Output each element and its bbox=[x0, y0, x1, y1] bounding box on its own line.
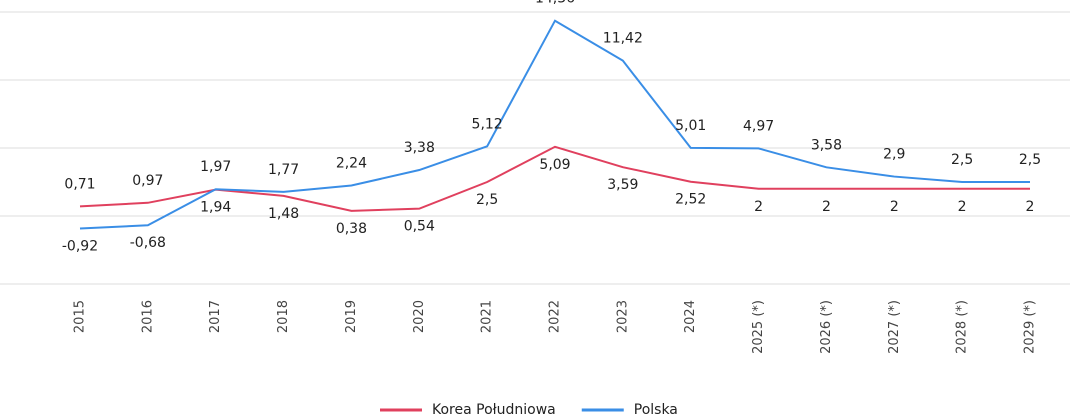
data-label: 1,48 bbox=[268, 206, 299, 222]
x-tick-label: 2019 bbox=[344, 300, 359, 333]
x-tick-label: 2018 bbox=[276, 300, 291, 333]
x-tick-label: 2020 bbox=[412, 300, 427, 333]
data-label: 2 bbox=[1026, 199, 1035, 215]
data-label: 4,97 bbox=[743, 118, 774, 134]
data-label: -0,92 bbox=[62, 239, 98, 255]
x-tick-label: 2017 bbox=[208, 300, 223, 333]
data-label: 0,38 bbox=[336, 221, 367, 237]
x-tick-label: 2016 bbox=[140, 300, 155, 333]
legend-label: Korea Południowa bbox=[432, 402, 556, 418]
data-label: 5,01 bbox=[675, 118, 706, 134]
data-label: 2 bbox=[754, 199, 763, 215]
x-tick-label: 2027 (*) bbox=[887, 300, 902, 354]
data-label: 5,12 bbox=[472, 116, 503, 132]
data-label: 2,5 bbox=[951, 152, 973, 168]
data-label: 1,77 bbox=[268, 162, 299, 178]
data-label: 2 bbox=[822, 199, 831, 215]
legend-label: Polska bbox=[634, 402, 678, 418]
data-label: 1,94 bbox=[200, 200, 231, 216]
data-label: -0,68 bbox=[130, 235, 166, 251]
x-tick-label: 2021 bbox=[480, 300, 495, 333]
data-label: 1,97 bbox=[200, 159, 231, 175]
data-label: 2,52 bbox=[675, 192, 706, 208]
data-label: 3,59 bbox=[607, 177, 638, 193]
data-label: 3,58 bbox=[811, 137, 842, 153]
data-label: 2,5 bbox=[1019, 152, 1041, 168]
data-label: 14,36 bbox=[535, 0, 575, 7]
x-tick-label: 2029 (*) bbox=[1023, 300, 1038, 354]
x-tick-label: 2015 bbox=[73, 300, 88, 333]
x-tick-label: 2024 bbox=[683, 300, 698, 333]
data-label: 0,71 bbox=[64, 176, 95, 192]
x-tick-label: 2022 bbox=[548, 300, 563, 333]
x-tick-label: 2026 (*) bbox=[819, 300, 834, 354]
x-tick-label: 2023 bbox=[615, 300, 630, 333]
data-label: 3,38 bbox=[404, 140, 435, 156]
data-label: 2,9 bbox=[883, 147, 905, 163]
x-tick-label: 2028 (*) bbox=[955, 300, 970, 354]
data-label: 0,97 bbox=[132, 173, 163, 189]
data-label: 2 bbox=[958, 199, 967, 215]
data-label: 2,24 bbox=[336, 156, 367, 172]
data-label: 0,54 bbox=[404, 219, 435, 235]
x-tick-label: 2025 (*) bbox=[751, 300, 766, 354]
data-label: 2,5 bbox=[476, 192, 498, 208]
data-label: 2 bbox=[890, 199, 899, 215]
data-label: 11,42 bbox=[603, 31, 643, 47]
line bbox=[79, 145, 1030, 212]
line bbox=[79, 19, 1030, 230]
data-label: 5,09 bbox=[539, 157, 570, 173]
